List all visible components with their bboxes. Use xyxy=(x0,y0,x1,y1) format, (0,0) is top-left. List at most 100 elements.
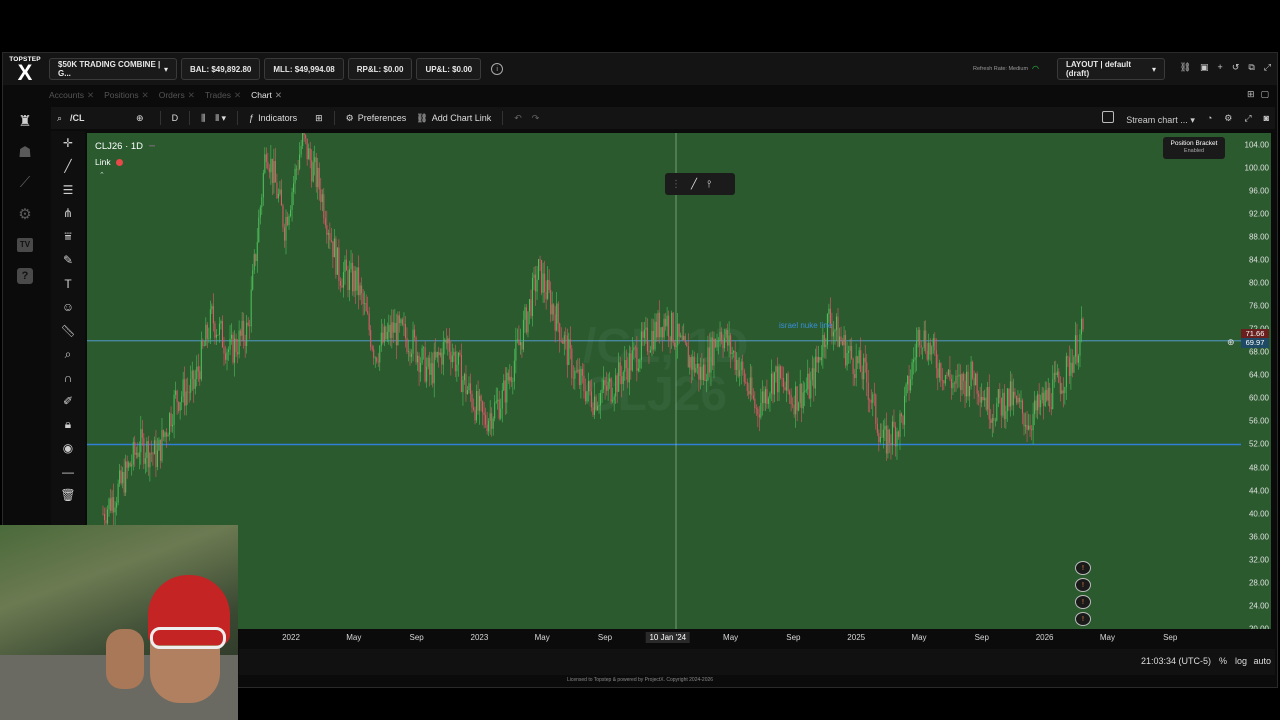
price-tick-label: 100.00 xyxy=(1244,163,1269,173)
candle xyxy=(621,365,623,398)
tab-chart[interactable]: Chart ✕ xyxy=(251,89,283,100)
popout-icon[interactable]: ⧉ xyxy=(1248,62,1255,72)
candle xyxy=(500,398,502,421)
candle xyxy=(456,351,458,382)
community-icon[interactable]: ☗ xyxy=(18,143,32,161)
price-chart[interactable]: /CL, 1D CLJ26 xyxy=(87,133,1241,629)
candle xyxy=(864,345,866,373)
trading-icon[interactable]: ♜ xyxy=(18,112,32,130)
link-icon[interactable]: ⛓ xyxy=(1179,62,1192,72)
candle xyxy=(483,402,485,429)
tradingview-icon[interactable]: TV xyxy=(3,229,47,260)
settings-gear-icon[interactable]: ⚙ xyxy=(18,205,32,223)
alert-icon[interactable]: ! xyxy=(1075,612,1091,626)
position-bracket-badge[interactable]: Position Bracket Enabled xyxy=(1163,137,1225,159)
chart-annotation[interactable]: israel nuke line xyxy=(779,321,833,330)
emoji-icon[interactable]: ☺ xyxy=(61,300,75,315)
tab-orders[interactable]: Orders ✕ xyxy=(158,89,195,100)
chart-link-label[interactable]: Link xyxy=(95,157,123,167)
pencil-lock-icon[interactable]: ✐ xyxy=(62,394,74,409)
ruler-icon[interactable]: 📏︎ xyxy=(60,323,76,338)
fib-icon[interactable]: ⩸ xyxy=(64,229,72,244)
add-icon[interactable]: + xyxy=(1217,62,1223,72)
candle xyxy=(415,335,417,365)
alert-icon[interactable]: ! xyxy=(1075,578,1091,592)
reset-icon[interactable]: ↺ xyxy=(1231,62,1240,72)
candle xyxy=(327,229,329,249)
candle xyxy=(551,291,553,322)
alert-icon[interactable]: ! xyxy=(1075,561,1091,575)
camera-icon[interactable]: ◙ xyxy=(1263,113,1269,123)
candle xyxy=(312,151,314,183)
crosshair-icon[interactable]: ✛ xyxy=(62,135,74,150)
candle xyxy=(208,327,210,344)
line-tool-icon[interactable]: ╱ xyxy=(691,178,698,190)
lock-icon[interactable]: 🔒︎ xyxy=(64,417,72,432)
account-selector[interactable]: $50K TRADING COMBINE | G... ▾ xyxy=(49,58,177,80)
add-panel-icon[interactable]: ⊞ xyxy=(1246,89,1255,99)
layout-grid-icon[interactable]: ⊞ xyxy=(315,112,323,123)
add-symbol-icon[interactable]: ⊕ xyxy=(136,112,144,123)
layout-selector[interactable]: LAYOUT | default (draft) ▾ xyxy=(1057,58,1165,80)
price-axis[interactable]: 104.00 100.00 96.00 92.00 88.00 84.00 80.00 76.… xyxy=(1241,133,1271,634)
tab-accounts[interactable]: Accounts ✕ xyxy=(49,89,95,100)
zoom-icon[interactable]: ⌕ xyxy=(64,346,72,361)
symbol-search-input[interactable]: /CL xyxy=(70,113,85,123)
tab-trades[interactable]: Trades ✕ xyxy=(204,89,242,100)
candle xyxy=(439,348,441,358)
candle xyxy=(503,374,505,392)
candle xyxy=(288,213,290,230)
alert-clock-icon[interactable]: ◔ xyxy=(1206,113,1213,123)
undo-icon[interactable]: ↶ xyxy=(514,112,522,123)
chart-type-icon[interactable]: ⫴ ▾ xyxy=(215,112,227,123)
redo-icon[interactable]: ↷ xyxy=(531,112,540,123)
time-axis[interactable]: 2022 May Sep 2023 May Sep 10 Jan '24 May Sep 2025… xyxy=(239,629,1271,647)
maximize-icon[interactable]: ▢ xyxy=(1260,89,1269,99)
stream-chart-toggle[interactable]: Stream chart ... ▾ xyxy=(1102,110,1195,126)
trash-icon[interactable]: 🗑︎ xyxy=(60,488,76,503)
candle xyxy=(356,267,358,296)
indicators-button[interactable]: ƒ Indicators xyxy=(249,113,298,123)
fullscreen-icon[interactable]: ⤢ xyxy=(1244,112,1252,123)
analytics-icon[interactable]: ⟋ xyxy=(19,174,31,191)
interval-button[interactable]: D xyxy=(171,113,179,123)
add-chart-link-button[interactable]: ⛓ Add Chart Link xyxy=(416,112,492,124)
candle xyxy=(542,262,544,303)
tab-positions[interactable]: Positions ✕ xyxy=(104,89,149,100)
candle xyxy=(914,343,916,373)
horizontal-lines-icon[interactable]: ☰ xyxy=(62,182,74,197)
trendline-icon[interactable]: ╱ xyxy=(64,159,72,174)
chevron-up-icon[interactable]: ⌃ xyxy=(99,172,105,179)
help-icon[interactable]: ? xyxy=(3,260,47,291)
brush-icon[interactable]: ✎ xyxy=(62,253,74,268)
candle xyxy=(891,415,893,455)
pitchfork-icon[interactable]: ⋔ xyxy=(62,206,74,221)
save-icon[interactable]: ▣ xyxy=(1200,62,1209,72)
candle xyxy=(522,310,524,353)
add-order-icon[interactable]: ⊕ xyxy=(1227,337,1235,347)
price-tick-label: 104.00 xyxy=(1244,140,1269,150)
candle xyxy=(344,255,346,285)
percent-toggle[interactable]: % xyxy=(1218,656,1227,666)
info-icon[interactable]: i xyxy=(491,63,504,75)
text-icon[interactable]: T xyxy=(64,276,72,291)
fullscreen-icon[interactable]: ⤢ xyxy=(1263,62,1271,72)
candle xyxy=(734,341,736,376)
magnet-icon[interactable]: ∩ xyxy=(63,370,73,385)
webcam-hand xyxy=(106,629,144,689)
log-toggle[interactable]: log xyxy=(1234,656,1247,666)
auto-toggle[interactable]: auto xyxy=(1253,656,1271,666)
candle xyxy=(609,371,611,390)
candle xyxy=(586,391,588,404)
fork-tool-icon[interactable]: ⫯ xyxy=(707,178,712,190)
drag-handle-icon[interactable]: ⋮ xyxy=(671,178,681,190)
candle xyxy=(447,335,449,356)
candle xyxy=(199,366,201,386)
alert-icon[interactable]: ! xyxy=(1075,595,1091,609)
preferences-button[interactable]: ⚙ Preferences xyxy=(345,112,407,124)
settings-icon[interactable]: ⚙ xyxy=(1224,112,1233,123)
search-icon[interactable]: ⌕ xyxy=(57,112,63,123)
eye-icon[interactable]: ◉ xyxy=(62,441,74,456)
checkbox[interactable] xyxy=(1102,110,1115,123)
candles-icon[interactable]: ⫼ xyxy=(201,112,206,123)
